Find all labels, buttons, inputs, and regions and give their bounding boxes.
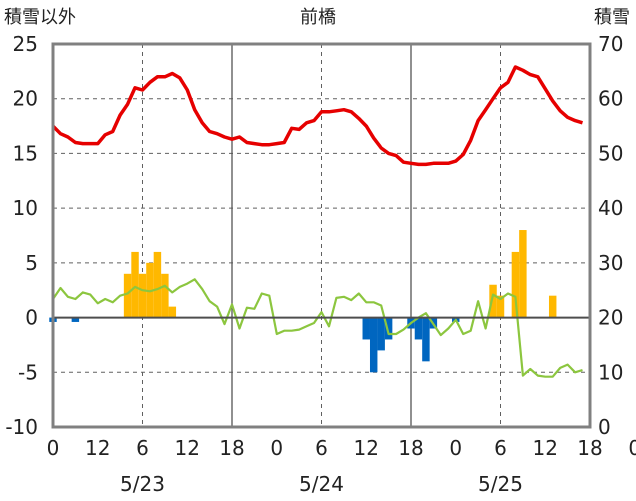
- right-tick-label: 10: [598, 360, 623, 384]
- right-tick-label: 70: [598, 32, 623, 56]
- left-tick-label: 25: [13, 32, 38, 56]
- bar-positive: [496, 295, 505, 318]
- left-tick-label: -5: [18, 360, 38, 384]
- right-axis-title: 積雪: [594, 7, 630, 28]
- bar-positive: [519, 230, 527, 318]
- label-layer: 積雪以外 前橋 積雪 2520151050-5-1070605040302010…: [4, 7, 636, 496]
- right-tick-label: 40: [598, 196, 623, 220]
- x-tick-label: 18: [577, 436, 602, 460]
- x-tick-label: 12: [354, 436, 379, 460]
- red-line-series: [51, 65, 583, 167]
- bar-negative: [369, 317, 378, 373]
- x-tick-label: 18: [398, 436, 423, 460]
- bar-positive: [548, 295, 557, 318]
- bar-negative: [71, 317, 80, 322]
- x-tick-label: 12: [85, 436, 110, 460]
- bar-negative: [414, 317, 423, 340]
- bar-positive: [138, 273, 147, 318]
- date-label: 5/25: [478, 472, 523, 496]
- bar-layer: [49, 230, 557, 373]
- bar-negative: [422, 317, 430, 362]
- grid-layer: [53, 44, 590, 427]
- date-label: 5/24: [299, 472, 344, 496]
- left-tick-label: -10: [5, 415, 38, 439]
- plot-frame: [51, 42, 592, 429]
- left-tick-label: 10: [13, 196, 38, 220]
- bar-negative: [377, 317, 385, 351]
- bar-negative: [384, 317, 393, 340]
- date-label: 5/23: [120, 472, 165, 496]
- bar-positive: [511, 251, 520, 318]
- bar-positive: [489, 284, 497, 318]
- x-tick-label: 12: [533, 436, 558, 460]
- x-tick-label: 0: [628, 436, 636, 460]
- left-tick-label: 0: [25, 306, 38, 330]
- x-tick-label: 6: [315, 436, 328, 460]
- x-tick-label: 0: [47, 436, 60, 460]
- x-tick-label: 6: [494, 436, 507, 460]
- bar-positive: [168, 306, 177, 318]
- right-tick-label: 30: [598, 251, 623, 275]
- left-axis-title: 積雪以外: [4, 7, 76, 28]
- right-tick-label: 50: [598, 141, 623, 165]
- left-tick-label: 15: [13, 141, 38, 165]
- x-tick-label: 6: [136, 436, 149, 460]
- right-tick-label: 0: [598, 415, 611, 439]
- chart-title: 前橋: [300, 7, 336, 28]
- bar-positive: [161, 273, 169, 318]
- left-tick-label: 5: [25, 251, 38, 275]
- x-tick-label: 12: [175, 436, 200, 460]
- bar-positive: [153, 251, 162, 318]
- line-layer: [51, 65, 583, 378]
- bar-positive: [123, 273, 132, 318]
- right-tick-label: 20: [598, 306, 623, 330]
- x-tick-label: 18: [219, 436, 244, 460]
- bar-positive: [131, 251, 139, 318]
- right-tick-label: 60: [598, 87, 623, 111]
- bar-negative: [362, 317, 370, 340]
- frame-layer: [51, 42, 592, 429]
- left-tick-label: 20: [13, 87, 38, 111]
- x-tick-label: 0: [270, 436, 283, 460]
- x-tick-label: 0: [449, 436, 462, 460]
